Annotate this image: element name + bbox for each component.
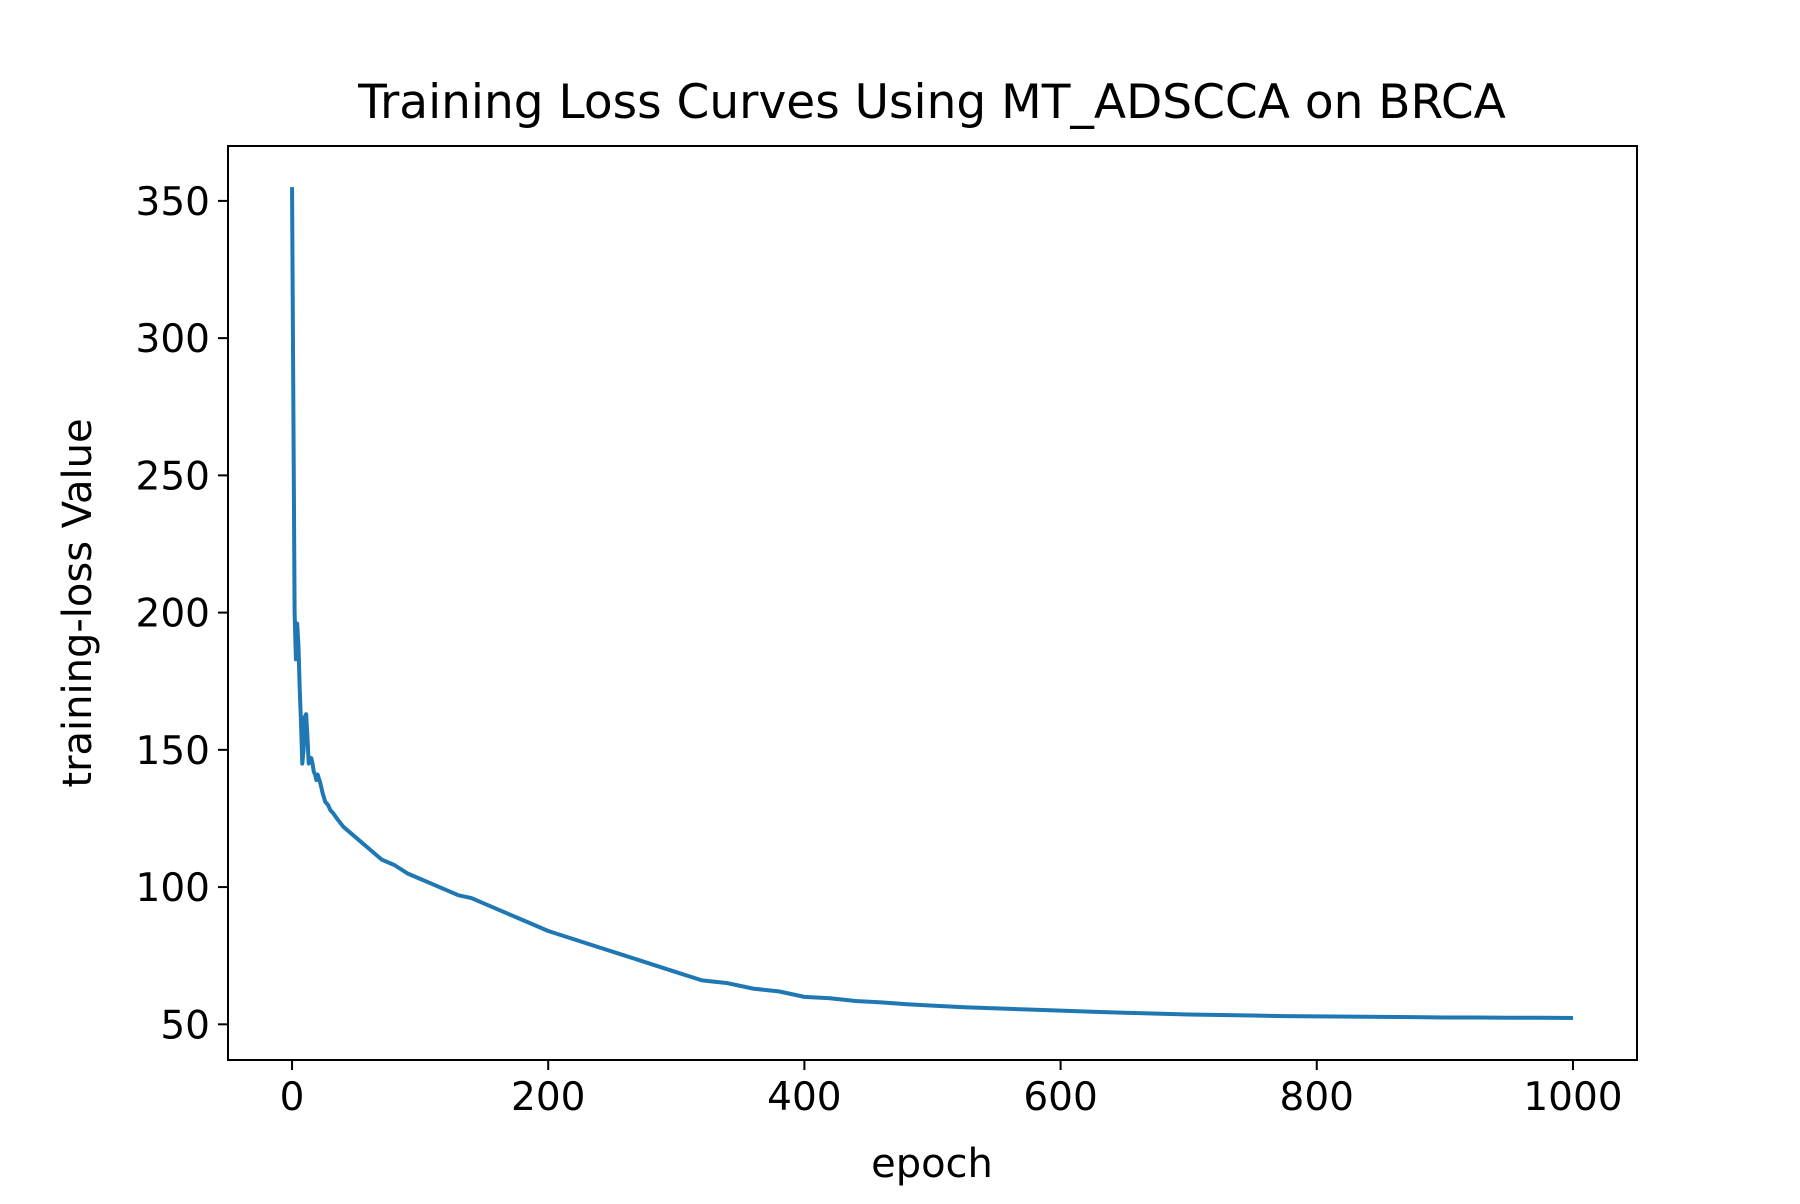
- data-point: [302, 748, 306, 752]
- data-point: [296, 644, 300, 648]
- x-tick-label: 200: [511, 1075, 585, 1120]
- data-point: [316, 773, 320, 777]
- data-point: [1411, 1015, 1415, 1019]
- data-point: [1475, 1015, 1479, 1019]
- data-point: [1091, 1010, 1095, 1014]
- data-point: [533, 924, 537, 928]
- x-tick-label: 0: [280, 1075, 305, 1120]
- data-point: [290, 185, 294, 189]
- data-point: [300, 762, 304, 766]
- data-point: [469, 896, 473, 900]
- data-point: [751, 987, 755, 991]
- y-tick-label: 50: [160, 1003, 210, 1048]
- data-point: [1283, 1014, 1287, 1018]
- data-point: [828, 996, 832, 1000]
- y-axis-ticks: 50 100 150 200 250 300 350: [136, 180, 228, 1048]
- data-point: [802, 995, 806, 999]
- data-point: [457, 893, 461, 897]
- data-point: [546, 929, 550, 933]
- data-point: [1507, 1016, 1511, 1020]
- data-point: [367, 847, 371, 851]
- x-tick-label: 800: [1280, 1075, 1354, 1120]
- data-point: [348, 830, 352, 834]
- data-point: [777, 989, 781, 993]
- data-point: [1251, 1014, 1255, 1018]
- data-point: [482, 902, 486, 906]
- data-point: [309, 756, 313, 760]
- x-tick-label: 1000: [1523, 1075, 1622, 1120]
- data-point: [963, 1005, 967, 1009]
- data-point: [354, 836, 358, 840]
- data-point: [311, 762, 315, 766]
- data-point: [1379, 1015, 1383, 1019]
- data-point: [386, 860, 390, 864]
- data-point: [1347, 1015, 1351, 1019]
- data-point: [521, 918, 525, 922]
- data-point: [1155, 1012, 1159, 1016]
- data-point: [649, 962, 653, 966]
- data-point: [393, 863, 397, 867]
- data-point: [380, 858, 384, 862]
- plot-area-frame: [227, 145, 1638, 1061]
- data-point: [1187, 1012, 1191, 1016]
- data-point: [508, 913, 512, 917]
- data-point: [1059, 1009, 1063, 1013]
- chart-title: Training Loss Curves Using MT_ADSCCA on …: [357, 75, 1506, 130]
- data-point: [299, 720, 303, 724]
- data-point: [331, 811, 335, 815]
- data-point: [293, 611, 297, 615]
- data-point: [879, 1000, 883, 1004]
- x-tick-label: 400: [767, 1075, 841, 1120]
- data-point: [405, 871, 409, 875]
- data-point: [572, 937, 576, 941]
- data-point: [597, 945, 601, 949]
- data-point: [905, 1002, 909, 1006]
- x-axis-label: epoch: [871, 1141, 993, 1187]
- data-point: [854, 999, 858, 1003]
- y-tick-label: 250: [136, 454, 210, 499]
- data-point: [304, 712, 308, 716]
- y-tick-label: 300: [136, 317, 210, 362]
- x-axis-ticks: 0 200 400 600 800 1000: [280, 1060, 1623, 1120]
- data-point: [295, 622, 299, 626]
- data-point: [326, 803, 330, 807]
- data-point: [305, 734, 309, 738]
- data-point: [700, 978, 704, 982]
- data-point: [931, 1004, 935, 1008]
- data-point: [294, 657, 298, 661]
- data-point: [1571, 1016, 1575, 1020]
- data-point: [361, 841, 365, 845]
- y-tick-label: 100: [136, 866, 210, 911]
- data-point: [444, 888, 448, 892]
- data-point: [1443, 1015, 1447, 1019]
- x-tick-label: 600: [1023, 1075, 1097, 1120]
- y-tick-label: 200: [136, 592, 210, 637]
- data-point: [1123, 1011, 1127, 1015]
- series-line-training-loss: [290, 187, 1573, 1021]
- data-point: [318, 781, 322, 785]
- data-point: [298, 687, 302, 691]
- data-point: [1027, 1008, 1031, 1012]
- data-point: [674, 970, 678, 974]
- data-point: [321, 792, 325, 796]
- data-point: [1539, 1016, 1543, 1020]
- data-point: [373, 852, 377, 856]
- data-point: [431, 882, 435, 886]
- data-point: [1219, 1013, 1223, 1017]
- y-tick-label: 350: [136, 180, 210, 225]
- y-axis-label: training-loss Value: [55, 418, 101, 787]
- data-point: [726, 981, 730, 985]
- data-point: [335, 816, 339, 820]
- data-point: [995, 1006, 999, 1010]
- data-point: [341, 825, 345, 829]
- data-point: [1315, 1014, 1319, 1018]
- data-point: [623, 954, 627, 958]
- data-point: [314, 778, 318, 782]
- y-tick-label: 150: [136, 729, 210, 774]
- data-point: [495, 907, 499, 911]
- data-point: [418, 877, 422, 881]
